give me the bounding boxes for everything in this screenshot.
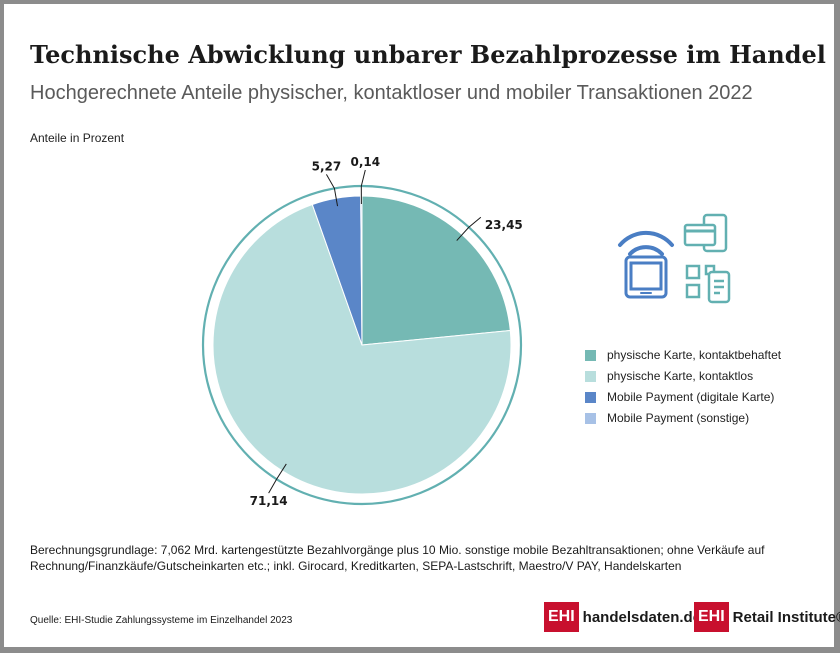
chart-title: Technische Abwicklung unbarer Bezahlproz… [30, 40, 826, 69]
legend-label: physische Karte, kontaktbehaftet [607, 348, 782, 362]
pie-outer-ring [201, 184, 523, 506]
chart-frame: Technische Abwicklung unbarer Bezahlproz… [4, 4, 840, 647]
data-label: 23,45 [485, 218, 523, 232]
logo-box: EHI [544, 602, 579, 632]
calculation-note: Berechnungsgrundlage: 7,062 Mrd. karteng… [30, 543, 765, 573]
leader-line [360, 169, 366, 205]
data-label: 71,14 [250, 494, 288, 508]
card-phone-icon [683, 213, 728, 253]
legend-label: physische Karte, kontaktlos [607, 369, 754, 383]
legend-label: Mobile Payment (sonstige) [607, 411, 750, 425]
data-label: 5,27 [312, 159, 342, 173]
legend-swatch [585, 392, 596, 403]
pie-chart: 23,45 71,14 5,27 0,14 [201, 155, 731, 508]
legend-label: Mobile Payment (digitale Karte) [607, 390, 775, 404]
source-note: Quelle: EHI-Studie Zahlungssysteme im Ei… [30, 615, 293, 626]
retail-institute-logo[interactable]: EHI Retail Institute® [694, 602, 840, 632]
logo-text: handelsdaten.de [582, 608, 702, 626]
nfc-phone-icon [618, 230, 674, 299]
leader-line [456, 216, 482, 241]
leader-line [268, 463, 287, 494]
legend-swatch [585, 371, 596, 382]
data-label: 0,14 [350, 155, 380, 169]
chart-subtitle: Hochgerechnete Anteile physischer, konta… [30, 82, 753, 104]
handelsdaten-logo[interactable]: EHI handelsdaten.de [544, 602, 701, 632]
legend-swatch [585, 350, 596, 361]
qr-code-phone-icon [685, 264, 731, 304]
logo-text: Retail Institute® [732, 608, 840, 626]
leader-line [325, 174, 339, 207]
legend-swatch [585, 413, 596, 424]
logo-box: EHI [694, 602, 729, 632]
unit-note: Anteile in Prozent [30, 131, 125, 145]
